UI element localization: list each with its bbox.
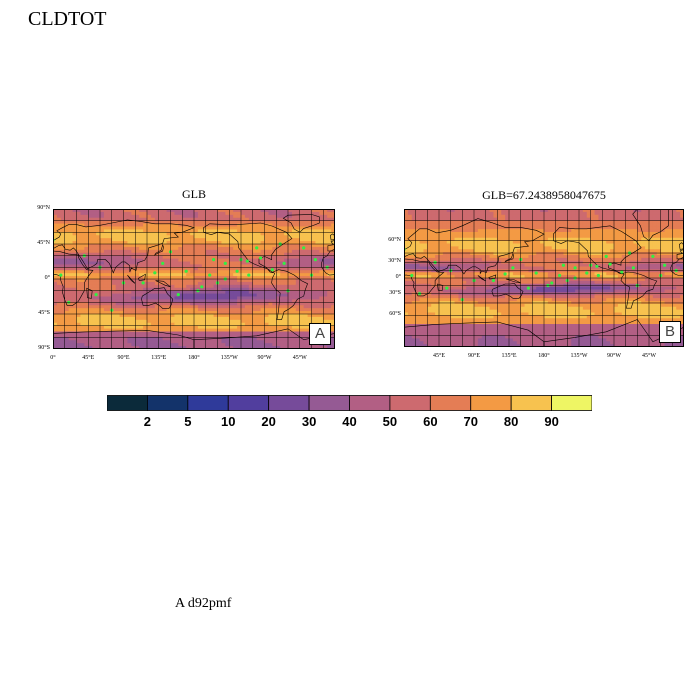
panel-b-lat-tick: 60°S bbox=[389, 311, 401, 318]
colorbar-tick-label: 10 bbox=[221, 414, 236, 429]
panel-a-lon-tick: 45°W bbox=[292, 355, 307, 361]
colorbar-tick-label: 60 bbox=[423, 414, 438, 429]
panel-a-title: GLB bbox=[182, 187, 206, 201]
colorbar-tick-label: 20 bbox=[261, 414, 276, 429]
colorbar-tick-label: 80 bbox=[503, 414, 519, 429]
panel-b-lon-tick: 135°W bbox=[570, 353, 588, 359]
panel-b-lon-tick: 45°E bbox=[432, 353, 446, 359]
colorbar bbox=[107, 395, 592, 411]
panel-b-lon-tick: 180° bbox=[538, 353, 550, 359]
colorbar-box bbox=[268, 395, 310, 411]
colorbar-tick-label: 90 bbox=[544, 414, 559, 429]
colorbar-tick-label: 5 bbox=[184, 414, 192, 429]
panel-b-map bbox=[404, 209, 684, 347]
panel-a-lat-tick: 90°N bbox=[37, 205, 50, 211]
panel-b-lat-tick: 60°N bbox=[388, 236, 401, 243]
panel-a-lon-tick: 135°E bbox=[151, 355, 167, 361]
panel-b-letter: B bbox=[659, 321, 681, 343]
panel-a-lat-tick: 0° bbox=[44, 275, 50, 281]
colorbar-tick-label: 50 bbox=[382, 414, 398, 429]
colorbar-box bbox=[107, 395, 148, 411]
colorbar-tick-label: 2 bbox=[143, 414, 152, 429]
panel-a-lon-tick: 180° bbox=[188, 355, 200, 361]
panel-a-lat-tick: 45°S bbox=[38, 310, 50, 316]
panel-a-map bbox=[53, 209, 335, 349]
panel-a-lon-tick: 90°E bbox=[117, 355, 130, 361]
colorbar-box bbox=[429, 395, 472, 411]
colorbar-box bbox=[187, 395, 229, 411]
panel-b-lat-tick: 30°N bbox=[388, 258, 401, 265]
panel-a-letter: A bbox=[309, 323, 331, 345]
panel-a-lat-tick: 45°N bbox=[37, 240, 50, 246]
colorbar-tick-label: 40 bbox=[342, 414, 357, 429]
panel-b-lat-tick: 30°S bbox=[389, 289, 401, 296]
panel-a-lat-tick: 90°S bbox=[38, 345, 50, 351]
colorbar-box bbox=[389, 395, 431, 411]
colorbar-box bbox=[227, 395, 270, 411]
panel-a-lon-tick: 0° bbox=[50, 355, 56, 361]
panel-b-lon-tick: 90°W bbox=[606, 353, 622, 359]
colorbar-tick-label: 30 bbox=[301, 414, 317, 429]
panel-a-lon-tick: 90°W bbox=[257, 355, 272, 361]
colorbar-box bbox=[308, 395, 350, 411]
page-title: CLDTOT bbox=[28, 8, 107, 30]
colorbar-box bbox=[147, 395, 189, 411]
colorbar-tick-label: 70 bbox=[463, 414, 478, 429]
colorbar-box bbox=[510, 395, 552, 411]
colorbar-box bbox=[470, 395, 512, 411]
footer-text: A d92pmf bbox=[175, 596, 232, 611]
panel-b-title: GLB=67.2438958047675 bbox=[482, 188, 606, 202]
panel-b-lon-tick: 135°E bbox=[501, 353, 517, 359]
colorbar-box bbox=[551, 395, 592, 411]
panel-b-lon-tick: 90°E bbox=[467, 353, 481, 359]
panel-a-lon-tick: 135°W bbox=[220, 355, 238, 361]
panel-a-lon-tick: 45°E bbox=[82, 355, 95, 361]
panel-b-lon-tick: 45°W bbox=[641, 353, 657, 359]
colorbar-box bbox=[349, 395, 391, 411]
panel-b-lat-tick: 0° bbox=[395, 274, 401, 280]
